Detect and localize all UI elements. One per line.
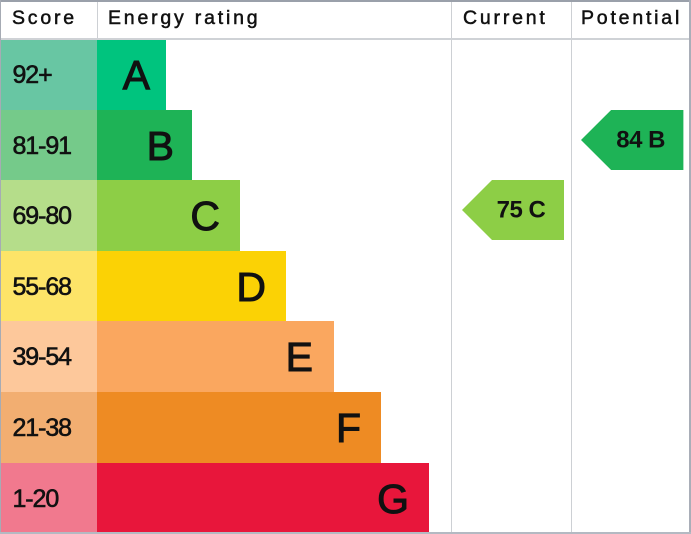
svg-text:84 B: 84 B <box>617 126 666 153</box>
svg-text:75 C: 75 C <box>497 197 546 224</box>
